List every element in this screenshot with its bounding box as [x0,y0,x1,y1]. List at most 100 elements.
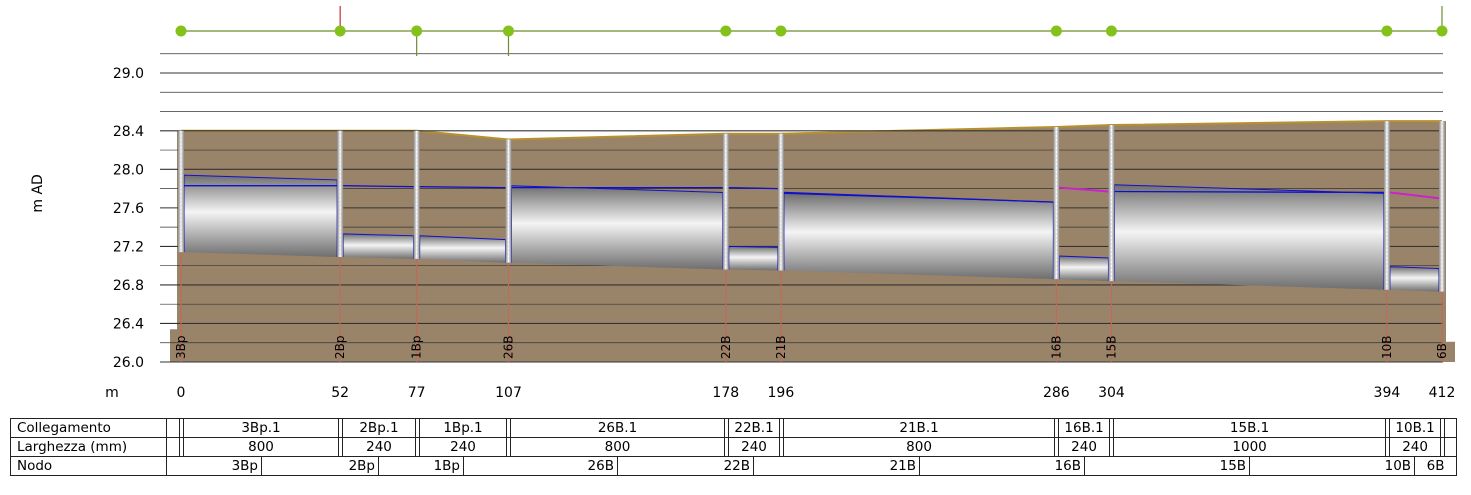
axes-layer: 29.0 28.4 28.0 27.6 27.2 26.8 26.4 26.0 m AD m 0 52… [30,66,1455,401]
x-tick-label: 178 [712,385,739,401]
table-cell-width_mm: 240 [342,437,416,457]
pipe-21B.1 [783,193,1054,280]
node-marker-15B [1105,25,1117,37]
x-tick-label: 0 [177,385,186,401]
table-cell-width_mm: 240 [419,437,507,457]
table-cell-link: 16B.1 [1058,418,1111,438]
x-tick-label: 77 [408,385,426,401]
hgl-16B.1 [1059,186,1109,193]
manhole-2Bp [337,130,344,257]
empty-cell [1444,437,1458,457]
table-cell-width_mm: 240 [1389,437,1442,457]
node-cell: 6B [1414,456,1458,476]
table-cell-link: 1Bp.1 [419,418,507,438]
hgl-2Bp.1 [343,185,414,188]
table-cell-width_mm: 800 [783,437,1056,457]
node-label-26B: 26B [501,335,515,359]
node-marker-21B [775,25,787,37]
node-label-10B: 10B [1380,335,1394,359]
node-marker-10B [1381,25,1393,37]
x-axis-label: m [105,385,119,401]
table-cell-link: 22B.1 [728,418,781,438]
node-label-1Bp: 1Bp [410,336,424,359]
row-header: Larghezza (mm) [10,437,167,457]
hgl-15B.1 [1114,190,1384,194]
y-axis-label: m AD [30,174,46,212]
x-tick-label: 412 [1429,385,1456,401]
x-tick-label: 196 [768,385,795,401]
table-cell-width_mm: 800 [183,437,339,457]
hgl-22B.1 [728,186,778,190]
table-row: Nodo 3Bp 2Bp 1Bp 26B 22B 21B 16B 15B 10B 6B [10,456,1458,476]
y-tick-label: 26.4 [113,316,144,332]
pipe-22B.1 [728,246,778,271]
empty-cell [166,418,180,438]
node-cell: 2Bp [261,456,379,476]
table-cell-link: 21B.1 [783,418,1056,438]
y-tick-label: 26.0 [113,355,144,371]
table-cell-width_mm: 800 [509,437,726,457]
node-cell: 22B [616,456,755,476]
node-marker-16B [1050,25,1062,37]
x-tick-label: 394 [1374,385,1401,401]
pipes-layer [183,174,1440,292]
profile-info-table: Collegamento 3Bp.1 2Bp.1 1Bp.1 26B.1 22B.1 21B… [10,418,1458,476]
node-label-16B: 16B [1049,335,1063,359]
x-tick-label: 107 [495,385,522,401]
manholes-layer: 3Bp 2Bp 1Bp 26B 22B 21B 16B 15B 10B 6B [174,121,1449,362]
x-tick-label: 52 [331,385,349,401]
table-cell-link: 10B.1 [1389,418,1442,438]
node-marker-1Bp [411,25,423,37]
x-tick-label: 304 [1098,385,1125,401]
y-tick-label: 27.2 [113,239,144,255]
node-label-3Bp: 3Bp [174,336,188,359]
hydraulic-grade-layer [184,185,1440,203]
table-cell-link: 15B.1 [1113,418,1387,438]
table-row: Collegamento 3Bp.1 2Bp.1 1Bp.1 26B.1 22B.1 21B… [10,418,1458,438]
node-marker-6B [1436,25,1448,37]
node-label-15B: 15B [1104,335,1118,359]
row-header: Collegamento [10,418,167,438]
node-label-22B: 22B [719,335,733,359]
node-marker-3Bp [175,25,187,37]
node-cell: 10B [1249,456,1416,476]
table-cell-link: 3Bp.1 [183,418,339,438]
manhole-22B [722,133,729,270]
pipe-1Bp.1 [419,235,506,263]
node-cell: 26B [463,456,618,476]
empty-cell [1444,418,1458,438]
hgl-10B.1 [1389,191,1440,200]
y-tick-label: 27.6 [113,201,144,217]
pipe-15B.1 [1114,184,1384,290]
hgl-21B.1 [783,191,1054,203]
y-tick-label: 29.0 [113,66,144,82]
node-cell: 1Bp [378,456,464,476]
pipe-26B.1 [511,185,723,270]
manhole-15B [1108,125,1115,282]
node-marker-26B [502,25,514,37]
table-cell-width_mm: 1000 [1113,437,1387,457]
node-label-21B: 21B [774,335,788,359]
pipe-16B.1 [1059,256,1109,282]
row-header: Nodo [10,456,167,476]
node-cell: 21B [753,456,921,476]
node-label-2Bp: 2Bp [333,336,347,359]
node-cell: 15B [1084,456,1251,476]
y-tick-label: 26.8 [113,278,144,294]
pipe-2Bp.1 [343,233,414,259]
node-label-6B: 6B [1435,343,1449,359]
empty-cell [166,437,180,457]
node-marker-2Bp [334,25,346,37]
table-cell-width_mm: 240 [728,437,781,457]
long-section-profile: 3Bp 2Bp 1Bp 26B 22B 21B 16B 15B 10B 6B 29.0 28.4 28… [30,6,1455,401]
table-cell-link: 2Bp.1 [342,418,416,438]
node-marker-layer [175,6,1448,56]
table-cell-width_mm: 240 [1058,437,1111,457]
pipe-10B.1 [1389,266,1439,292]
table-row: Larghezza (mm) 800 240 240 800 240 800 240 1000 2… [10,437,1458,457]
y-tick-label: 28.4 [113,124,144,140]
node-cell: 3Bp [166,456,262,476]
table-cell-link: 26B.1 [509,418,726,438]
x-tick-label: 286 [1043,385,1070,401]
hgl-1Bp.1 [419,186,506,189]
